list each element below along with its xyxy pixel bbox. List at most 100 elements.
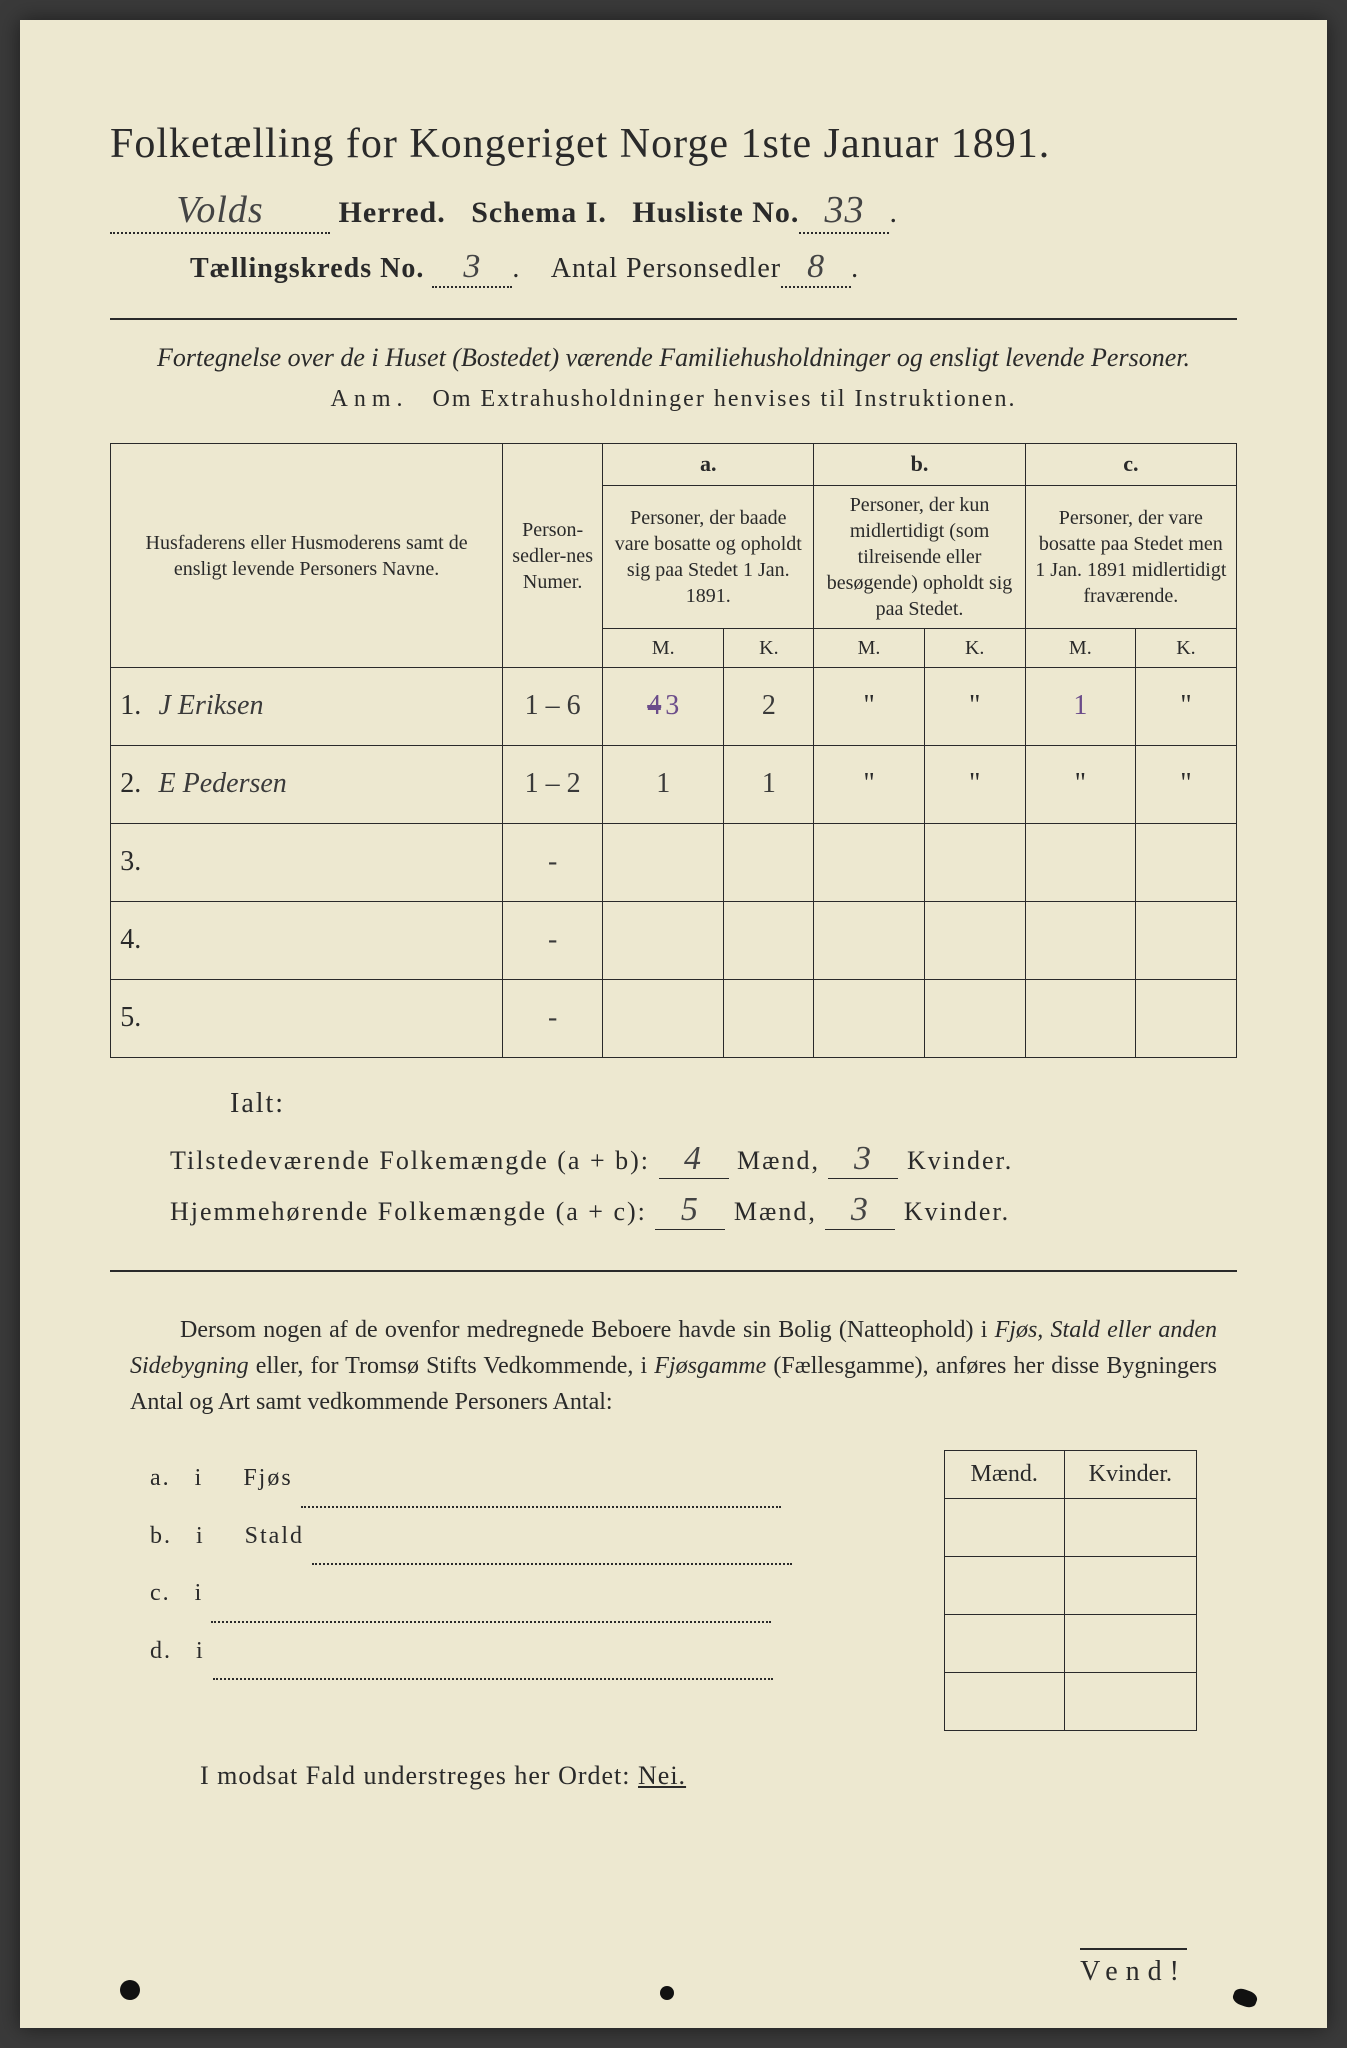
- th-a: Personer, der baade vare bosatte og opho…: [603, 485, 814, 628]
- anm-label: Anm.: [331, 386, 409, 412]
- cell-b_m: [814, 823, 924, 901]
- row-number: 3.: [111, 823, 151, 901]
- building-row: c. i: [150, 1565, 934, 1623]
- page-title: Folketælling for Kongeriget Norge 1ste J…: [110, 120, 1237, 168]
- cell-b_m: ": [814, 745, 924, 823]
- ink-spot: [1231, 1986, 1259, 2009]
- th-b-k: K.: [924, 628, 1025, 667]
- th-c-m: M.: [1025, 628, 1135, 667]
- schema-label: Schema I.: [471, 196, 607, 229]
- ialt-label: Ialt:: [230, 1088, 1237, 1120]
- row-name: E Pedersen: [151, 745, 503, 823]
- row-name: [151, 823, 503, 901]
- summary1-k: 3: [854, 1140, 873, 1177]
- th-b: Personer, der kun midlertidigt (som tilr…: [814, 485, 1025, 628]
- cell-b_k: [924, 823, 1025, 901]
- cell-a_k: [724, 823, 814, 901]
- subtitle: Fortegnelse over de i Huset (Bostedet) v…: [110, 340, 1237, 376]
- summary1-m: 4: [684, 1140, 703, 1177]
- table-row: 1.J Eriksen1 – 6432""1": [111, 667, 1237, 745]
- summary2-label: Hjemmehørende Folkemængde (a + c):: [170, 1197, 647, 1226]
- table-row: 2.E Pedersen1 – 211"""": [111, 745, 1237, 823]
- th-c-k: K.: [1135, 628, 1236, 667]
- cell-c_k: [1135, 901, 1236, 979]
- cell-c_m: [1025, 979, 1135, 1057]
- th-numer: Person-sedler-nes Numer.: [503, 444, 603, 668]
- building-row: a. i Fjøs: [150, 1450, 934, 1508]
- building-row: d. i: [150, 1623, 934, 1681]
- cell-a_m: [603, 901, 724, 979]
- building-section: a. i Fjøs b. i Stald c. i d. i Mænd. Kvi…: [150, 1450, 1197, 1731]
- cell-c_m: [1025, 901, 1135, 979]
- mk-cell: [944, 1614, 1064, 1672]
- cell-a_m: 1: [603, 745, 724, 823]
- cell-a_m: 43: [603, 667, 724, 745]
- cell-c_k: ": [1135, 745, 1236, 823]
- mk-cell: [1064, 1498, 1196, 1556]
- cell-b_k: ": [924, 745, 1025, 823]
- cell-b_m: ": [814, 667, 924, 745]
- header-line-2: Tællingskreds No. 3. Antal Personsedler8…: [110, 248, 1237, 288]
- husliste-label: Husliste No.: [632, 196, 799, 229]
- cell-a_k: [724, 901, 814, 979]
- kvinder-label2: Kvinder.: [904, 1197, 1010, 1226]
- row-number: 2.: [111, 745, 151, 823]
- summary-line-1: Tilstedeværende Folkemængde (a + b): 4 M…: [170, 1140, 1237, 1179]
- cell-c_k: ": [1135, 667, 1236, 745]
- cell-c_m: 1: [1025, 667, 1135, 745]
- anm-text: Om Extrahusholdninger henvises til Instr…: [433, 386, 1017, 412]
- cell-a_k: 2: [724, 667, 814, 745]
- row-name: J Eriksen: [151, 667, 503, 745]
- cell-b_m: [814, 901, 924, 979]
- mk-cell: [1064, 1614, 1196, 1672]
- divider: [110, 318, 1237, 320]
- cell-a_k: 1: [724, 745, 814, 823]
- cell-b_k: ": [924, 667, 1025, 745]
- divider-2: [110, 1270, 1237, 1272]
- mk-cell: [944, 1672, 1064, 1730]
- building-list: a. i Fjøs b. i Stald c. i d. i: [150, 1450, 934, 1731]
- row-numer: -: [503, 901, 603, 979]
- maend-label2: Mænd,: [734, 1197, 817, 1226]
- table-row: 4.-: [111, 901, 1237, 979]
- cell-c_m: [1025, 823, 1135, 901]
- th-a-label: a.: [603, 444, 814, 486]
- summary2-m: 5: [681, 1191, 700, 1228]
- row-numer: -: [503, 823, 603, 901]
- summary2-k: 3: [851, 1191, 870, 1228]
- summary-line-2: Hjemmehørende Folkemængde (a + c): 5 Mæn…: [170, 1191, 1237, 1230]
- cell-c_k: [1135, 979, 1236, 1057]
- cell-a_m: [603, 979, 724, 1057]
- mk-cell: [944, 1556, 1064, 1614]
- ink-spot: [660, 1986, 674, 2000]
- building-row: b. i Stald: [150, 1508, 934, 1566]
- th-a-m: M.: [603, 628, 724, 667]
- th-b-label: b.: [814, 444, 1025, 486]
- row-numer: -: [503, 979, 603, 1057]
- table-row: 3. -: [111, 823, 1237, 901]
- cell-b_k: [924, 901, 1025, 979]
- mk-cell: [1064, 1556, 1196, 1614]
- anm-note: Anm. Om Extrahusholdninger henvises til …: [110, 386, 1237, 413]
- paragraph: Dersom nogen af de ovenfor medregnede Be…: [130, 1312, 1217, 1420]
- nei-word: Nei.: [638, 1761, 686, 1790]
- row-number: 5.: [111, 979, 151, 1057]
- cell-a_m: [603, 823, 724, 901]
- cell-b_m: [814, 979, 924, 1057]
- vend-label: Vend!: [1080, 1948, 1187, 1988]
- mk-table: Mænd. Kvinder.: [944, 1450, 1197, 1731]
- census-table: Husfaderens eller Husmoderens samt de en…: [110, 443, 1237, 1058]
- row-name: [151, 979, 503, 1057]
- th-c-label: c.: [1025, 444, 1236, 486]
- th-c: Personer, der vare bosatte paa Stedet me…: [1025, 485, 1236, 628]
- cell-b_k: [924, 979, 1025, 1057]
- summary1-label: Tilstedeværende Folkemængde (a + b):: [170, 1146, 650, 1175]
- row-numer: 1 – 2: [503, 745, 603, 823]
- maend-label: Mænd,: [737, 1146, 820, 1175]
- antal-value: 8: [807, 248, 825, 285]
- mk-cell: [944, 1498, 1064, 1556]
- nei-prefix: I modsat Fald understreges her Ordet:: [200, 1761, 631, 1790]
- mk-cell: [1064, 1672, 1196, 1730]
- nei-line: I modsat Fald understreges her Ordet: Ne…: [200, 1761, 1237, 1791]
- document-page: Folketælling for Kongeriget Norge 1ste J…: [20, 20, 1327, 2028]
